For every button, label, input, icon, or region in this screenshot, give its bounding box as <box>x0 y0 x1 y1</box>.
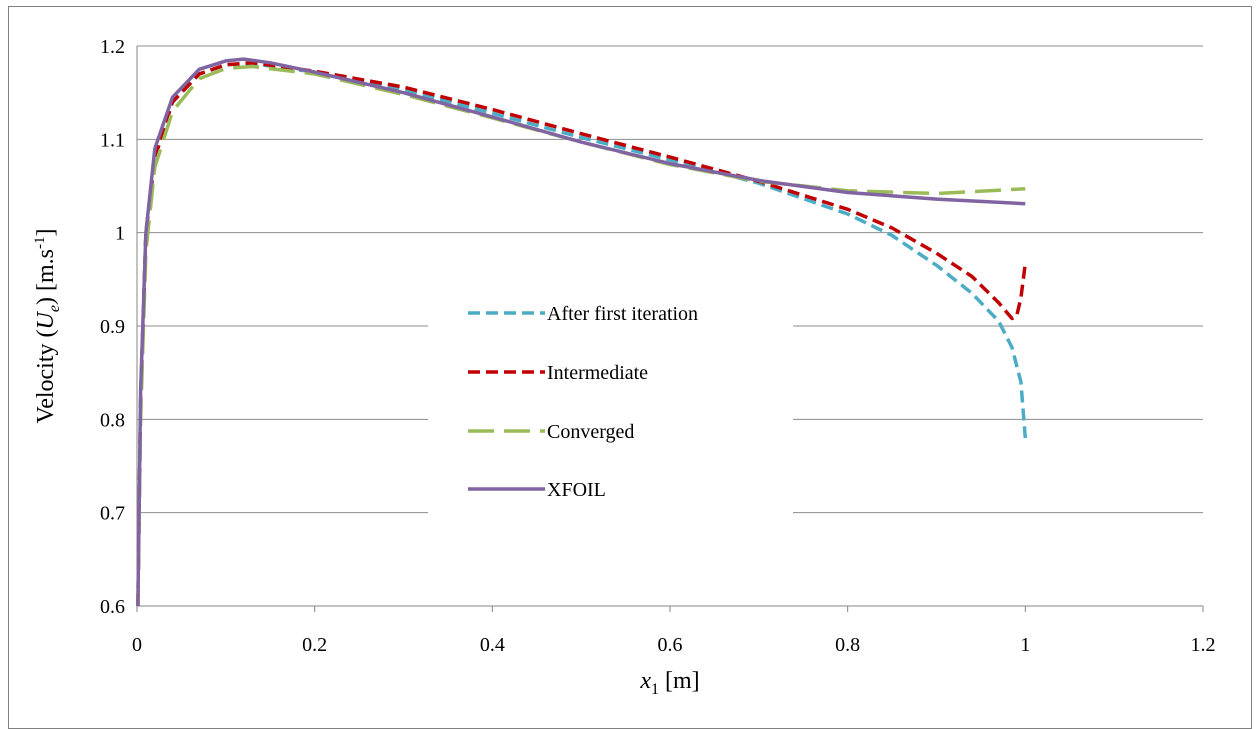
x-axis-variable: x <box>639 668 651 694</box>
tick-labels: 0.6 0.7 0.8 0.9 1 1.1 1.2 0 0.2 0.4 0.6 0.8 1 1.2 <box>100 36 1216 656</box>
y-axis-unit: ) [m.s <box>33 249 59 305</box>
y-tick-label: 0.8 <box>100 409 125 431</box>
x-tick-label: 0.2 <box>302 634 327 656</box>
x-tick-label: 0.6 <box>658 634 683 656</box>
y-axis-subscript: e <box>46 305 63 312</box>
y-axis-prefix: Velocity ( <box>33 329 59 423</box>
legend-label: Intermediate <box>547 362 648 384</box>
series <box>136 57 1028 607</box>
x-tick-label: 0 <box>132 634 142 656</box>
y-tick-label: 0.7 <box>100 503 125 525</box>
legend-label: XFOIL <box>547 479 606 501</box>
series-line <box>136 61 1028 607</box>
y-axis-variable: U <box>33 310 59 329</box>
legend: After first iteration Intermediate Converg… <box>468 303 698 501</box>
axes <box>136 46 1204 612</box>
y-tick-label: 0.6 <box>100 596 125 618</box>
series-line <box>136 57 1026 607</box>
y-tick-label: 1.2 <box>100 36 125 58</box>
y-axis-suffix: ] <box>33 229 59 237</box>
x-tick-label: 1 <box>1020 634 1030 656</box>
legend-background <box>428 268 793 518</box>
series-line <box>136 64 1026 607</box>
y-axis-title: Velocity (Ue) [m.s-1] <box>32 229 63 424</box>
y-tick-label: 0.9 <box>100 316 125 338</box>
x-axis-subscript: 1 <box>651 681 659 698</box>
y-tick-label: 1 <box>115 223 125 245</box>
legend-label: Converged <box>547 421 634 443</box>
legend-label: After first iteration <box>547 303 698 325</box>
x-tick-label: 0.4 <box>480 634 505 656</box>
x-axis-unit: [m] <box>659 668 700 694</box>
x-tick-label: 1.2 <box>1191 634 1216 656</box>
x-tick-label: 0.8 <box>835 634 860 656</box>
y-axis-superscript: -1 <box>32 237 48 250</box>
y-tick-label: 1.1 <box>100 129 125 151</box>
x-axis-title: x1 [m] <box>639 668 699 698</box>
